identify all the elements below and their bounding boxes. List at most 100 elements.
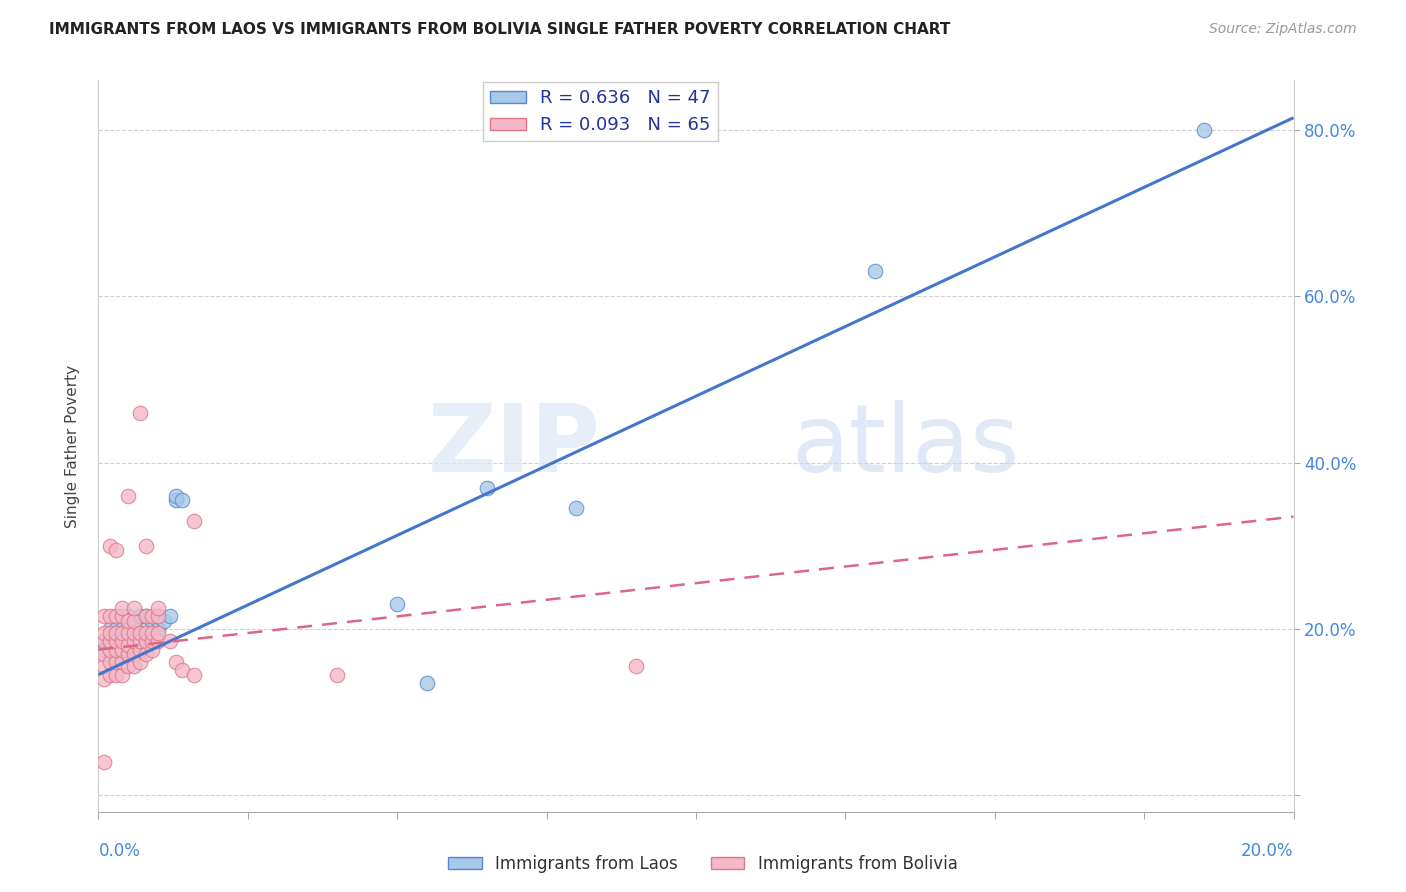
Point — [98, 642, 122, 657]
Point — [165, 655, 187, 669]
Point — [105, 626, 128, 640]
Point — [105, 655, 128, 669]
Point — [105, 634, 128, 648]
Point — [93, 672, 115, 686]
Point — [117, 642, 139, 657]
Point — [141, 626, 163, 640]
Point — [117, 614, 139, 628]
Point — [93, 659, 115, 673]
Point — [124, 634, 146, 648]
Point — [416, 676, 439, 690]
Point — [124, 614, 146, 628]
Point — [165, 493, 187, 508]
Point — [475, 481, 498, 495]
Point — [183, 514, 205, 528]
Point — [129, 406, 152, 420]
Point — [117, 622, 139, 636]
Point — [98, 642, 122, 657]
Point — [135, 609, 157, 624]
Point — [172, 493, 194, 508]
Text: atlas: atlas — [792, 400, 1019, 492]
Point — [183, 667, 205, 681]
Text: 20.0%: 20.0% — [1241, 842, 1294, 860]
Point — [326, 667, 349, 681]
Point — [111, 630, 134, 644]
Point — [111, 601, 134, 615]
Point — [148, 634, 170, 648]
Text: IMMIGRANTS FROM LAOS VS IMMIGRANTS FROM BOLIVIA SINGLE FATHER POVERTY CORRELATIO: IMMIGRANTS FROM LAOS VS IMMIGRANTS FROM … — [49, 22, 950, 37]
Point — [135, 647, 157, 661]
Point — [165, 489, 187, 503]
Point — [1192, 123, 1215, 137]
Point — [117, 639, 139, 653]
Point — [93, 634, 115, 648]
Point — [129, 655, 152, 669]
Point — [135, 634, 157, 648]
Point — [111, 667, 134, 681]
Y-axis label: Single Father Poverty: Single Father Poverty — [65, 365, 80, 527]
Point — [111, 634, 134, 648]
Point — [117, 659, 139, 673]
Point — [117, 647, 139, 661]
Point — [124, 647, 146, 661]
Point — [117, 647, 139, 661]
Point — [93, 609, 115, 624]
Legend: R = 0.636   N = 47, R = 0.093   N = 65: R = 0.636 N = 47, R = 0.093 N = 65 — [482, 82, 718, 142]
Point — [105, 634, 128, 648]
Point — [129, 634, 152, 648]
Point — [135, 622, 157, 636]
Point — [141, 634, 163, 648]
Point — [105, 667, 128, 681]
Point — [148, 626, 170, 640]
Point — [105, 626, 128, 640]
Point — [124, 626, 146, 640]
Point — [141, 614, 163, 628]
Point — [93, 634, 115, 648]
Point — [124, 601, 146, 615]
Point — [141, 609, 163, 624]
Text: 0.0%: 0.0% — [98, 842, 141, 860]
Point — [93, 647, 115, 661]
Point — [98, 609, 122, 624]
Point — [111, 622, 134, 636]
Point — [111, 642, 134, 657]
Point — [98, 626, 122, 640]
Point — [105, 639, 128, 653]
Point — [111, 634, 134, 648]
Point — [93, 755, 115, 769]
Point — [172, 664, 194, 678]
Point — [105, 642, 128, 657]
Point — [105, 609, 128, 624]
Point — [124, 642, 146, 657]
Point — [111, 659, 134, 673]
Point — [148, 609, 170, 624]
Point — [111, 655, 134, 669]
Point — [105, 647, 128, 661]
Point — [124, 634, 146, 648]
Point — [141, 642, 163, 657]
Point — [626, 659, 648, 673]
Point — [124, 617, 146, 632]
Point — [141, 626, 163, 640]
Point — [98, 667, 122, 681]
Point — [124, 626, 146, 640]
Point — [865, 264, 887, 278]
Point — [129, 626, 152, 640]
Point — [98, 634, 122, 648]
Point — [111, 626, 134, 640]
Point — [135, 539, 157, 553]
Point — [117, 630, 139, 644]
Text: Source: ZipAtlas.com: Source: ZipAtlas.com — [1209, 22, 1357, 37]
Point — [129, 634, 152, 648]
Point — [129, 642, 152, 657]
Point — [124, 659, 146, 673]
Point — [129, 609, 152, 624]
Point — [98, 655, 122, 669]
Point — [159, 609, 181, 624]
Point — [135, 630, 157, 644]
Point — [148, 622, 170, 636]
Point — [93, 642, 115, 657]
Point — [135, 626, 157, 640]
Point — [117, 639, 139, 653]
Point — [565, 501, 588, 516]
